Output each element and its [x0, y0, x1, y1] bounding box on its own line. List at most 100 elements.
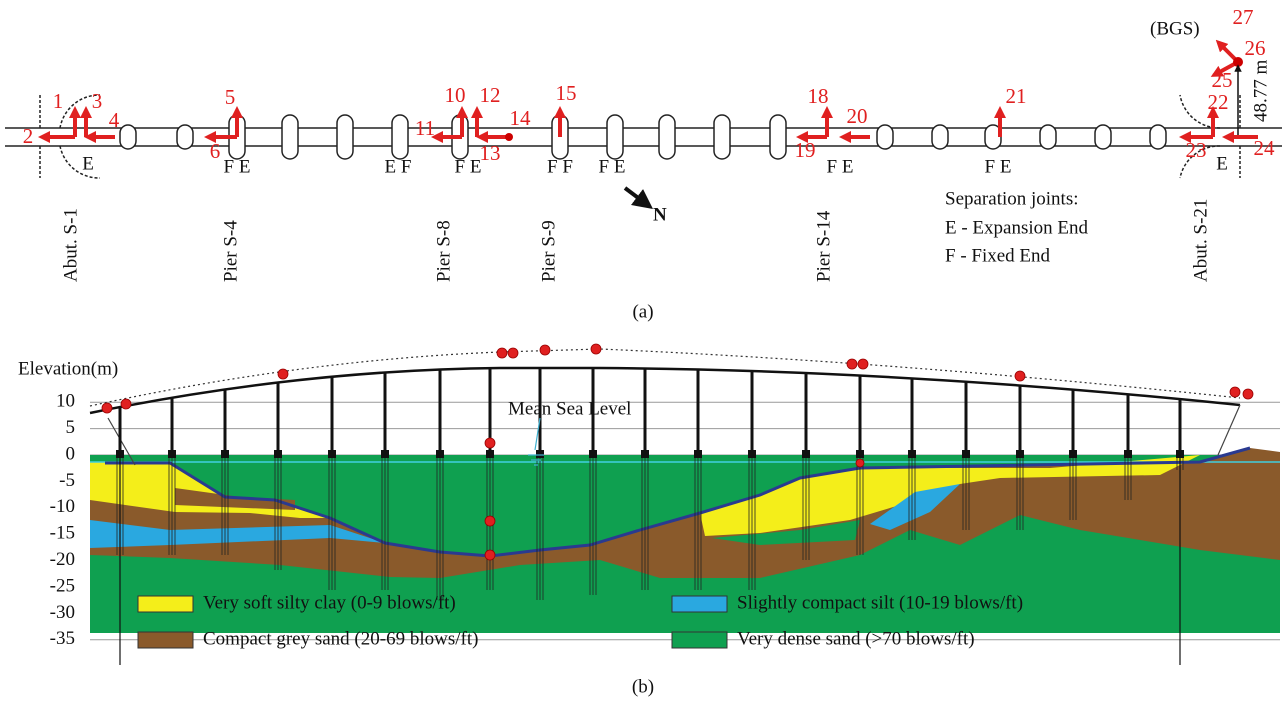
pile-cap: [221, 450, 229, 458]
pile-cap: [436, 450, 444, 458]
pier-column: [1094, 124, 1112, 150]
pier-column: [876, 124, 894, 150]
pile-cap: [802, 450, 810, 458]
pile-cap: [536, 450, 544, 458]
sensor-number: 1: [53, 89, 64, 113]
support-label: Pier S-9: [538, 220, 559, 282]
support-label: Pier S-4: [220, 220, 241, 282]
joint-label: F E: [985, 156, 1012, 177]
sensor-number: 27: [1233, 5, 1254, 29]
sensor-number: 3: [92, 89, 103, 113]
sensor-arrows: [38, 39, 1258, 209]
joint-label: F E: [827, 156, 854, 177]
sensor-number: 5: [225, 85, 236, 109]
pier-column: [658, 114, 676, 160]
sensor-number: 13: [480, 141, 501, 165]
tick-label: -5: [59, 470, 75, 491]
soil-legend-swatches: [137, 595, 728, 649]
tick-label: 0: [66, 443, 76, 464]
pier-column: [769, 114, 787, 160]
sensor-number: 19: [795, 138, 816, 162]
pier-column: [176, 124, 194, 150]
joint-label: E: [1216, 153, 1228, 174]
joints-title: Separation joints:: [945, 188, 1079, 209]
soil-profile: [90, 446, 1280, 633]
pile-cap: [168, 450, 176, 458]
sensor-number: 21: [1006, 84, 1027, 108]
joint-label: F F: [547, 156, 573, 177]
axis-title: Elevation(m): [18, 358, 118, 379]
pier-column: [281, 114, 299, 160]
pile-cap: [962, 450, 970, 458]
sensor-number: 20: [847, 104, 868, 128]
deck-elevation: [89, 348, 1241, 466]
tick-label: -20: [50, 549, 75, 570]
pile-cap: [1176, 450, 1184, 458]
pile-cap: [1124, 450, 1132, 458]
joint-label: F E: [224, 156, 251, 177]
sensor-number: 26: [1245, 36, 1266, 60]
sensor-points: [101, 343, 1254, 561]
tick-label: 10: [56, 391, 75, 412]
joint-label: F E: [599, 156, 626, 177]
pile-cap: [694, 450, 702, 458]
tick-label: -15: [50, 523, 75, 544]
sea-level-pointer: [528, 417, 544, 466]
sensor-number: 4: [109, 108, 120, 132]
sensor-number: 11: [415, 116, 435, 140]
support-label: Abut. S-21: [1190, 199, 1211, 282]
pile-cap: [1069, 450, 1077, 458]
support-label: Pier S-14: [813, 210, 834, 282]
support-label: Abut. S-1: [60, 208, 81, 282]
sensor-number: 18: [808, 84, 829, 108]
pier-column: [1039, 124, 1057, 150]
pile-cap: [856, 450, 864, 458]
tick-label: -25: [50, 575, 75, 596]
sea-level-label: Mean Sea Level: [508, 398, 631, 419]
north-label: N: [653, 204, 667, 225]
pile-cap: [641, 450, 649, 458]
support-label: Pier S-8: [433, 220, 454, 282]
pier-column: [119, 124, 137, 150]
joint-label: E: [82, 153, 94, 174]
joints-legend: F - Fixed End: [945, 245, 1051, 266]
pile-cap: [381, 450, 389, 458]
sensor-number: 24: [1254, 136, 1276, 160]
pier-column: [391, 114, 409, 160]
joints-legend: E - Expansion End: [945, 217, 1089, 238]
sensor-number: 23: [1186, 138, 1207, 162]
caption: (a): [632, 301, 653, 322]
pile-cap: [116, 450, 124, 458]
caption: (b): [632, 676, 654, 697]
panel-b-labels: Elevation(m) Mean Sea Level Very soft silt…: [18, 358, 1023, 697]
pile-cap: [1016, 450, 1024, 458]
sensor-number: 25: [1212, 68, 1233, 92]
soil-legend-label: Compact grey sand (20-69 blows/ft): [203, 628, 478, 649]
pier-columns: [119, 114, 1167, 160]
tick-label: -30: [50, 602, 75, 623]
sensor-number: 14: [510, 106, 532, 130]
sensor-number: 10: [445, 83, 466, 107]
soil-legend-label: Very soft silty clay (0-9 blows/ft): [203, 592, 456, 613]
height-label: 48.77 m: [1250, 60, 1271, 123]
pile-cap: [486, 450, 494, 458]
sensor-number: 15: [556, 81, 577, 105]
pier-column: [1149, 124, 1167, 150]
pile-cap: [908, 450, 916, 458]
tick-label: 5: [66, 417, 76, 438]
pier-column: [931, 124, 949, 150]
sensor-number: 2: [23, 124, 34, 148]
soil-legend-label: Slightly compact silt (10-19 blows/ft): [737, 592, 1023, 613]
pier-column: [336, 114, 354, 160]
joint-label: F E: [455, 156, 482, 177]
sensor-number: 12: [480, 83, 501, 107]
pile-cap: [274, 450, 282, 458]
tick-label: -10: [50, 496, 75, 517]
reference-label: (BGS): [1150, 18, 1200, 39]
pile-cap: [328, 450, 336, 458]
tick-label: -35: [50, 628, 75, 649]
pile-cap: [589, 450, 597, 458]
piers: [116, 368, 1184, 665]
